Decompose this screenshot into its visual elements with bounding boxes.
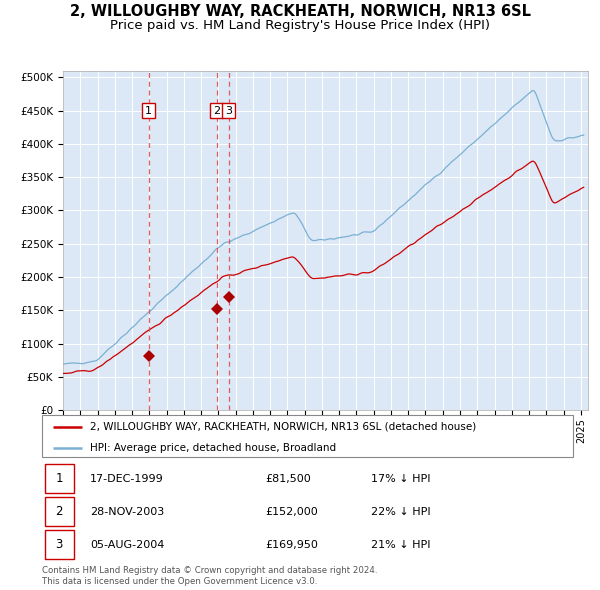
Text: 05-AUG-2004: 05-AUG-2004: [90, 540, 164, 550]
Text: HPI: Average price, detached house, Broadland: HPI: Average price, detached house, Broa…: [90, 443, 336, 453]
Text: £81,500: £81,500: [265, 474, 311, 484]
Text: 2, WILLOUGHBY WAY, RACKHEATH, NORWICH, NR13 6SL: 2, WILLOUGHBY WAY, RACKHEATH, NORWICH, N…: [70, 4, 530, 19]
Text: 2: 2: [56, 505, 63, 519]
Text: 3: 3: [56, 538, 63, 552]
FancyBboxPatch shape: [44, 530, 74, 559]
Text: 1: 1: [56, 472, 63, 486]
Text: 28-NOV-2003: 28-NOV-2003: [90, 507, 164, 517]
Text: Price paid vs. HM Land Registry's House Price Index (HPI): Price paid vs. HM Land Registry's House …: [110, 19, 490, 32]
FancyBboxPatch shape: [44, 497, 74, 526]
Text: £152,000: £152,000: [265, 507, 318, 517]
Text: 21% ↓ HPI: 21% ↓ HPI: [371, 540, 431, 550]
Text: 17-DEC-1999: 17-DEC-1999: [90, 474, 164, 484]
Text: 22% ↓ HPI: 22% ↓ HPI: [371, 507, 431, 517]
Text: 3: 3: [225, 106, 232, 116]
Text: 2: 2: [213, 106, 220, 116]
Text: £169,950: £169,950: [265, 540, 318, 550]
Text: Contains HM Land Registry data © Crown copyright and database right 2024.
This d: Contains HM Land Registry data © Crown c…: [42, 566, 377, 586]
Text: 2, WILLOUGHBY WAY, RACKHEATH, NORWICH, NR13 6SL (detached house): 2, WILLOUGHBY WAY, RACKHEATH, NORWICH, N…: [90, 422, 476, 432]
FancyBboxPatch shape: [42, 415, 573, 457]
FancyBboxPatch shape: [44, 464, 74, 493]
Text: 1: 1: [145, 106, 152, 116]
Text: 17% ↓ HPI: 17% ↓ HPI: [371, 474, 431, 484]
